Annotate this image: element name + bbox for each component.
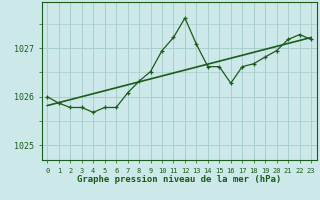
X-axis label: Graphe pression niveau de la mer (hPa): Graphe pression niveau de la mer (hPa) — [77, 175, 281, 184]
